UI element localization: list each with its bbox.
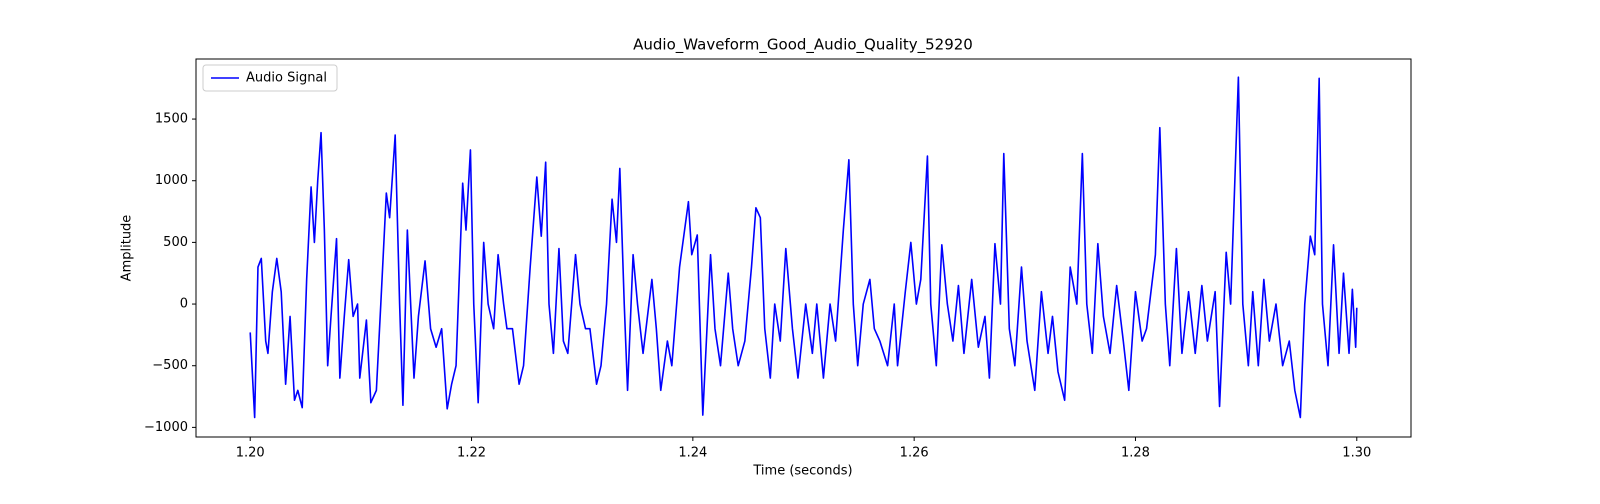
y-tick-label: −1000	[144, 420, 188, 435]
plot-frame	[195, 58, 1412, 438]
y-axis-label: Amplitude	[120, 215, 135, 282]
legend-label: Audio Signal	[246, 71, 327, 86]
y-tick-label: 0	[180, 297, 188, 312]
chart-title: Audio_Waveform_Good_Audio_Quality_52920	[633, 36, 973, 55]
x-tick-label: 1.22	[457, 446, 486, 461]
x-tick-label: 1.28	[1121, 446, 1150, 461]
x-tick-label: 1.26	[900, 446, 929, 461]
y-tick-label: −500	[152, 358, 188, 373]
x-tick-label: 1.20	[236, 446, 265, 461]
legend-box	[202, 64, 338, 92]
y-tick-label: 500	[163, 235, 188, 250]
y-tick-label: 1000	[155, 173, 188, 188]
y-tick-label: 1500	[155, 112, 188, 127]
x-tick-label: 1.30	[1342, 446, 1371, 461]
x-tick-label: 1.24	[678, 446, 707, 461]
series-line	[249, 76, 1358, 419]
x-axis-label: Time (seconds)	[752, 464, 852, 479]
